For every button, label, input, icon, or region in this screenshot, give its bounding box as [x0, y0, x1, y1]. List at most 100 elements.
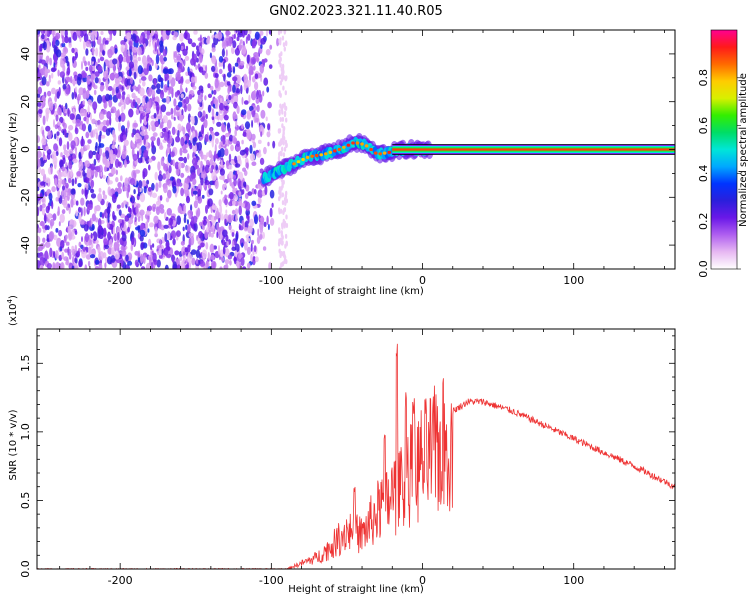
noise-speck — [41, 34, 45, 40]
noise-speck — [173, 107, 177, 117]
noise-speck — [269, 189, 275, 199]
noise-speck — [208, 227, 214, 233]
noise-speck — [199, 45, 202, 53]
noise-speck — [231, 200, 236, 206]
noise-speck — [249, 153, 256, 162]
spectrogram-x-tick-label: -200 — [108, 274, 133, 287]
noise-speck — [211, 138, 214, 148]
noise-speck — [66, 76, 71, 83]
noise-speck — [151, 140, 155, 149]
noise-speck — [186, 122, 191, 133]
noise-speck — [195, 258, 199, 265]
noise-speck — [49, 102, 54, 111]
noise-speck — [116, 243, 120, 248]
noise-speck — [76, 250, 80, 257]
noise-speck — [68, 160, 73, 170]
noise-speck — [179, 256, 183, 261]
noise-speck — [143, 42, 146, 50]
noise-speck — [74, 91, 77, 100]
noise-speck — [76, 76, 82, 86]
noise-speck — [151, 89, 156, 98]
noise-speck — [39, 43, 43, 52]
noise-speck — [231, 232, 235, 237]
signal-core — [319, 153, 324, 157]
noise-speck — [120, 112, 126, 122]
signal-core — [310, 154, 315, 158]
noise-speck — [134, 220, 138, 227]
noise-speck — [205, 64, 208, 73]
noise-speck — [102, 49, 105, 56]
snr-y-multiplier: (x104) — [6, 295, 19, 326]
noise-speck — [278, 186, 282, 192]
noise-speck — [77, 183, 82, 188]
noise-speck — [75, 51, 78, 59]
noise-speck — [160, 80, 164, 89]
noise-speck — [40, 181, 45, 186]
noise-speck — [192, 190, 198, 195]
noise-speck — [139, 78, 142, 84]
noise-speck — [172, 238, 176, 246]
noise-speck — [216, 231, 219, 239]
noise-speck — [198, 253, 202, 260]
noise-speck — [85, 176, 90, 184]
noise-speck — [121, 105, 124, 113]
noise-speck — [203, 183, 206, 188]
noise-speck — [186, 219, 189, 225]
noise-speck — [92, 81, 95, 88]
noise-speck — [215, 65, 218, 74]
noise-speck — [139, 35, 143, 41]
noise-speck — [74, 177, 77, 185]
noise-speck — [164, 163, 168, 171]
noise-speck — [51, 201, 54, 210]
noise-speck — [95, 165, 101, 173]
noise-speck — [280, 151, 283, 157]
noise-speck — [178, 156, 184, 162]
noise-speck — [210, 254, 215, 260]
noise-speck — [234, 62, 239, 67]
noise-speck — [45, 44, 51, 53]
noise-speck — [190, 235, 195, 246]
noise-speck — [94, 169, 98, 178]
noise-speck — [71, 47, 75, 54]
noise-speck — [203, 118, 208, 129]
noise-speck — [164, 232, 168, 242]
noise-speck — [193, 30, 198, 35]
noise-speck — [229, 260, 232, 266]
noise-speck — [81, 236, 83, 243]
signal-core — [314, 153, 319, 158]
noise-speck — [44, 66, 48, 76]
noise-speck — [42, 151, 45, 161]
noise-speck — [55, 228, 59, 233]
noise-speck — [102, 175, 106, 179]
noise-speck — [232, 40, 237, 49]
noise-speck — [55, 197, 59, 202]
noise-speck — [90, 130, 94, 138]
noise-speck — [165, 197, 170, 203]
noise-speck — [204, 134, 209, 143]
noise-speck — [267, 223, 270, 231]
noise-speck — [152, 132, 158, 137]
noise-speck — [184, 55, 190, 61]
noise-speck — [41, 76, 47, 86]
noise-speck — [225, 234, 229, 242]
noise-speck — [177, 264, 181, 269]
noise-speck — [280, 230, 283, 236]
noise-speck — [260, 109, 266, 119]
noise-speck — [281, 192, 284, 198]
noise-speck — [245, 209, 250, 216]
noise-speck — [281, 200, 285, 206]
noise-speck — [102, 190, 106, 196]
spectrogram-x-tick-label: 100 — [563, 274, 584, 287]
noise-speck — [281, 69, 285, 75]
noise-speck — [241, 139, 244, 145]
colorbar-tick-label: 0.6 — [697, 117, 710, 135]
noise-speck — [185, 87, 188, 93]
noise-speck — [85, 189, 88, 200]
noise-speck — [243, 181, 247, 188]
noise-speck — [244, 121, 251, 130]
noise-speck — [214, 73, 219, 78]
signal-core — [328, 150, 333, 154]
noise-speck — [43, 176, 46, 181]
noise-speck — [107, 48, 113, 59]
noise-speck — [235, 120, 238, 128]
